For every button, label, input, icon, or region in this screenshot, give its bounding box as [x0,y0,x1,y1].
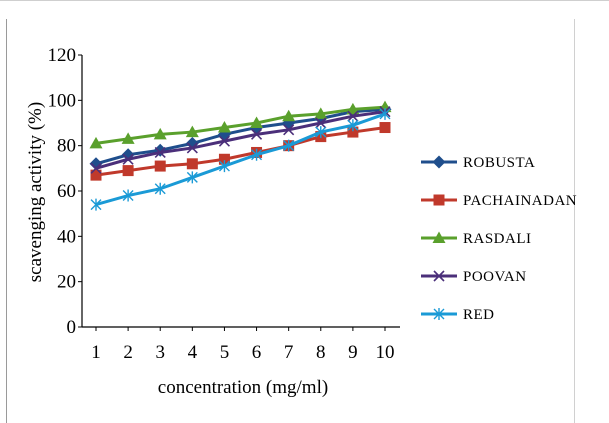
y-tick-label: 40 [57,226,76,247]
x-tick-label: 2 [123,342,133,363]
data-point-poovan [218,135,231,147]
data-point-red [251,148,263,161]
x-tick-label: 1 [91,342,101,363]
data-point-rasdali [153,127,167,140]
legend-marker-rasdali [432,231,446,243]
x-tick-label: 8 [316,342,326,363]
series-line-robusta [95,107,386,166]
data-point-rasdali [89,136,103,149]
legend: ROBUSTA PACHAINADAN RASDALI POOVAN RED [421,155,577,323]
data-point-red [90,198,102,211]
y-tick-label: 0 [67,317,77,338]
y-axis-title: scavenging activity (%) [25,102,46,282]
x-axis-title: concentration (mg/ml) [158,377,328,398]
data-point-pachainadan [347,126,359,138]
data-point-red [218,160,230,173]
y-tick-label: 120 [48,45,77,66]
data-point-rasdali [250,116,264,128]
data-point-poovan [283,124,295,136]
x-tick-label: 3 [155,342,165,363]
series-line-red [95,112,386,207]
data-point-red [154,182,166,195]
frame-left-edge [6,19,7,423]
data-point-poovan [90,162,102,174]
series-line-poovan [95,110,386,170]
data-point-poovan [186,142,198,154]
y-tick-label: 20 [57,272,76,293]
data-point-rasdali [282,109,296,122]
legend-label-robusta: ROBUSTA [463,155,535,171]
data-point-rasdali [217,121,231,133]
legend-marker-pachainadan [433,194,445,206]
x-tick-label: 5 [220,342,230,363]
data-point-pachainadan [186,158,198,170]
data-point-red [379,107,391,120]
data-point-red [315,126,327,139]
x-tick-label: 7 [284,342,294,363]
legend-label-red: RED [463,307,495,323]
data-point-poovan [250,128,263,140]
data-point-rasdali [346,102,360,115]
series-layer [89,100,392,211]
data-point-poovan [347,110,359,122]
data-point-red [283,139,295,152]
legend-label-pachainadan: PACHAINADAN [463,193,577,209]
x-tick-label: 6 [252,342,262,363]
x-tick-label: 4 [188,342,198,363]
data-point-pachainadan [379,122,391,134]
data-point-pachainadan [154,160,166,172]
legend-label-rasdali: RASDALI [463,231,532,247]
data-point-red [122,189,134,202]
series-line-pachainadan [95,126,386,177]
data-point-rasdali [121,132,135,144]
data-point-pachainadan [218,153,230,165]
axes: 0 20 40 60 80 100 120 1 2 3 4 5 6 7 8 9 10 [48,45,400,363]
series-line-rasdali [95,105,386,145]
data-point-pachainadan [90,169,102,181]
frame-right-edge [574,19,575,423]
legend-marker-red [433,308,445,320]
legend-marker-robusta [432,155,446,169]
data-point-red [186,171,198,184]
data-point-poovan [315,117,327,129]
data-point-rasdali [185,125,199,138]
x-tick-label: 10 [376,342,395,363]
y-tick-label: 60 [57,181,76,202]
y-tick-label: 100 [48,90,77,111]
data-point-rasdali [314,107,328,119]
y-tick-label: 80 [57,136,76,157]
data-point-red [347,119,359,132]
data-point-pachainadan [122,165,134,177]
legend-label-poovan: POOVAN [463,269,527,285]
x-tick-label: 9 [348,342,358,363]
data-point-poovan [154,146,166,159]
data-point-poovan [122,153,134,165]
legend-marker-poovan [433,270,445,282]
